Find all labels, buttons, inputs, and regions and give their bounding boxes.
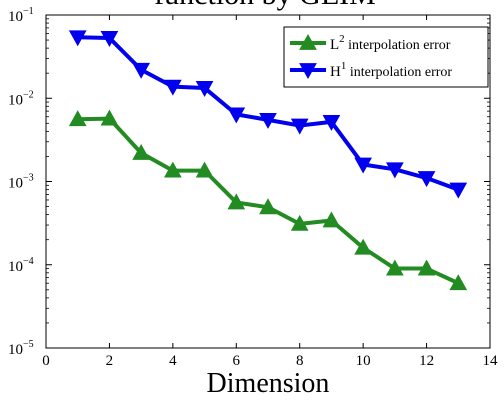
legend-item: H1 interpolation error (290, 60, 452, 80)
data-point (164, 161, 182, 178)
legend-label-superscript: 2 (339, 33, 345, 45)
data-point (100, 109, 119, 126)
data-point (68, 30, 87, 47)
series-layer (68, 30, 468, 291)
data-point (227, 193, 246, 210)
legend-label-base: H (330, 64, 341, 80)
x-tick-label: 14 (483, 353, 499, 369)
chart-title: function by GEIM (154, 0, 376, 11)
y-tick-base: 10 (8, 259, 23, 275)
y-tick-exponent: −2 (23, 89, 34, 100)
data-point (195, 161, 214, 178)
y-tick-exponent: −1 (23, 6, 34, 17)
legend-label: L2 interpolation error (330, 33, 451, 53)
data-point (132, 62, 150, 79)
data-point (417, 171, 436, 188)
data-point (164, 79, 182, 96)
x-tick-label: 8 (296, 353, 304, 369)
data-point (386, 162, 404, 179)
x-tick-label: 4 (169, 353, 177, 369)
x-tick-label: 0 (42, 353, 50, 369)
y-axis: 10−510−410−310−210−1 (8, 6, 490, 358)
x-tick-label: 10 (356, 353, 371, 369)
y-tick-exponent: −3 (23, 173, 34, 184)
legend-label-rest: interpolation error (346, 65, 452, 80)
data-point (195, 81, 214, 97)
y-tick-base: 10 (8, 92, 23, 108)
data-point (259, 112, 277, 129)
data-point (290, 214, 309, 231)
y-tick-base: 10 (8, 176, 23, 192)
data-point (100, 31, 119, 47)
legend-label-base: L (330, 37, 339, 53)
data-point (322, 211, 341, 228)
y-tick-label: 10−5 (8, 339, 34, 358)
legend-label-rest: interpolation error (345, 38, 451, 53)
data-point (386, 259, 404, 276)
y-tick-base: 10 (8, 342, 23, 358)
data-point (259, 198, 277, 215)
y-tick-label: 10−3 (8, 173, 34, 192)
x-axis-label: Dimension (207, 368, 330, 399)
data-point (132, 143, 150, 160)
legend-item: L2 interpolation error (290, 33, 451, 53)
y-tick-exponent: −5 (23, 339, 34, 350)
data-point (354, 238, 372, 255)
series-2 (68, 30, 468, 199)
data-point (299, 63, 317, 80)
data-point (417, 259, 436, 276)
data-point (68, 110, 87, 127)
data-point (227, 107, 246, 124)
series-1 (68, 109, 468, 291)
legend-label: H1 interpolation error (330, 60, 452, 80)
data-point (449, 274, 468, 291)
y-tick-label: 10−4 (8, 256, 34, 275)
data-point (449, 182, 468, 199)
x-axis: 0 2 4 6 8 10 12 14 (42, 15, 498, 369)
legend-box (283, 26, 489, 88)
x-tick-label: 12 (419, 353, 434, 369)
data-point (354, 157, 372, 174)
x-tick-label: 2 (106, 353, 114, 369)
x-tick-label: 6 (233, 353, 241, 369)
y-tick-label: 10−2 (8, 89, 34, 108)
legend-label-superscript: 1 (341, 60, 347, 72)
y-tick-base: 10 (8, 9, 23, 25)
data-point (290, 118, 309, 135)
y-tick-exponent: −4 (23, 256, 34, 267)
data-point (299, 33, 317, 50)
data-point (322, 114, 341, 131)
y-tick-label: 10−1 (8, 6, 34, 25)
